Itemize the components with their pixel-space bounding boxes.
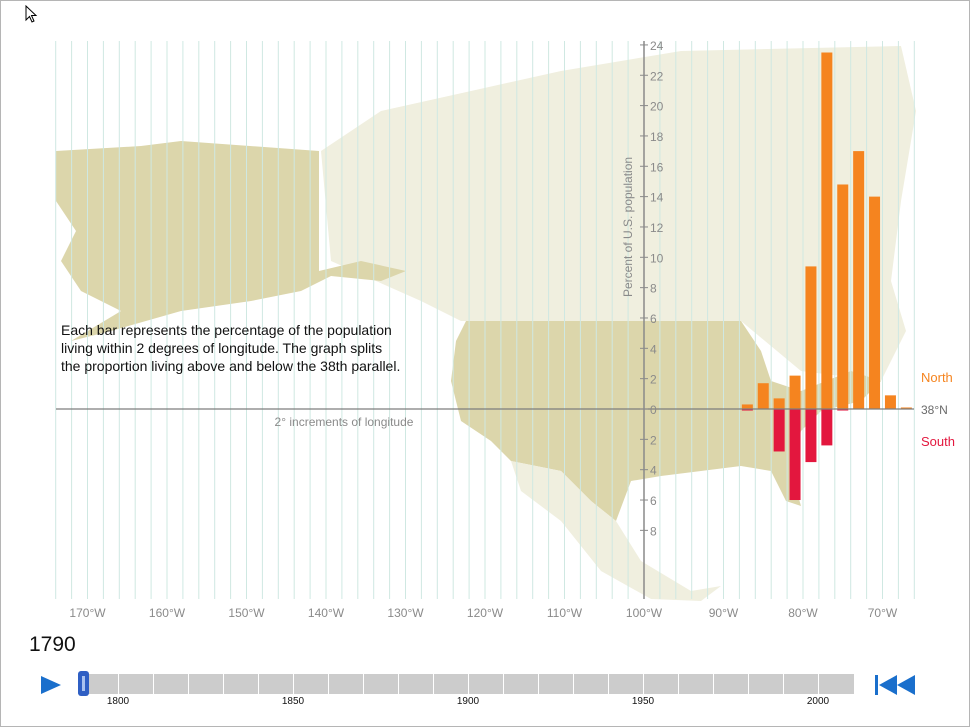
bar-north [821,52,833,409]
y-tick-label: 4 [650,464,657,478]
play-button[interactable] [41,676,61,694]
x-tick-label: 130°W [387,606,424,620]
current-year: 1790 [29,633,76,656]
baseline-label: 38°N [921,403,948,417]
x-tick-label: 70°W [868,606,898,620]
y-tick-label: 2 [650,433,657,447]
timeline-segment-divider [153,674,154,694]
bar-north [900,407,912,409]
timeline-segment-divider [783,674,784,694]
y-tick-label: 24 [650,39,664,53]
bar-south [821,409,833,446]
timeline-segment-divider [608,674,609,694]
timeline-tick-label: 1850 [281,696,305,707]
bar-north [789,375,801,409]
bar-north [805,266,817,409]
bar-north [773,398,785,409]
timeline-segment-divider [118,674,119,694]
timeline-segment-divider [398,674,399,694]
rewind-to-start-icon [875,675,915,695]
y-tick-label: 12 [650,221,664,235]
y-tick-label: 4 [650,342,657,356]
timeline-segment-divider [503,674,504,694]
us-landmass [451,321,881,521]
bars [741,52,912,501]
timeline-segment-divider [468,674,469,694]
y-tick-label: 2 [650,373,657,387]
bar-north [757,383,769,409]
timeline-tick-label: 1900 [456,696,480,707]
timeline-segment-divider [328,674,329,694]
timeline-segment-divider [433,674,434,694]
timeline-segment-divider [643,674,644,694]
timeline-segment-divider [538,674,539,694]
x-tick-label: 80°W [788,606,818,620]
mexico-landmass [511,461,721,601]
timeline-segment-divider [363,674,364,694]
y-tick-label: 8 [650,282,657,296]
timeline-tick-label: 1950 [631,696,655,707]
bar-south [837,409,849,411]
timeline-tick-label: 2000 [806,696,830,707]
timeline-segment-divider [748,674,749,694]
y-tick-label: 0 [650,403,657,417]
bar-south [789,409,801,501]
bar-north [837,184,849,409]
y-tick-label: 16 [650,160,664,174]
y-tick-label: 6 [650,312,657,326]
bar-south [805,409,817,463]
x-tick-label: 140°W [308,606,345,620]
x-tick-label: 150°W [228,606,265,620]
timeline-segment-divider [678,674,679,694]
bar-south [741,409,753,411]
y-tick-label: 20 [650,100,664,114]
x-tick-label: 170°W [69,606,106,620]
bar-north [741,404,753,409]
rewind-to-start-button[interactable] [875,675,917,695]
mouse-cursor-icon [25,5,38,23]
x-tick-label: 90°W [709,606,739,620]
canada-landmass [321,46,916,381]
y-axis-label: Percent of U.S. population [621,157,635,297]
x-tick-label: 100°W [626,606,663,620]
timeline-segment-divider [713,674,714,694]
timeline-slider[interactable] [78,674,854,694]
timeline-segment-divider [223,674,224,694]
y-tick-label: 10 [650,251,664,265]
bar-north [869,196,881,409]
legend-north: North [921,370,953,385]
map-background [56,46,916,601]
legend-south: South [921,434,955,449]
y-tick-label: 8 [650,524,657,538]
bar-south [773,409,785,452]
chart-description: Each bar represents the percentage of th… [61,322,401,374]
x-axis-label: 2° increments of longitude [275,415,414,429]
timeline-segment-divider [573,674,574,694]
timeline-segment-divider [818,674,819,694]
x-tick-label: 160°W [149,606,186,620]
x-tick-label: 110°W [547,606,583,620]
timeline-tick-label: 1800 [106,696,130,707]
longitude-gridlines [55,41,915,599]
bar-north [853,151,865,410]
timeline-segment-divider [293,674,294,694]
timeline-segment-divider [258,674,259,694]
y-tick-label: 6 [650,494,657,508]
bar-north [884,395,896,409]
x-ticks: 170°W 160°W 150°W 140°W 130°W 120°W 110°W 100°W… [69,606,897,620]
timeline-handle[interactable] [78,671,89,696]
y-tick-label: 14 [650,191,664,205]
x-tick-label: 120°W [467,606,504,620]
timeline-segment-divider [188,674,189,694]
y-tick-label: 22 [650,69,664,83]
y-tick-label: 18 [650,130,664,144]
